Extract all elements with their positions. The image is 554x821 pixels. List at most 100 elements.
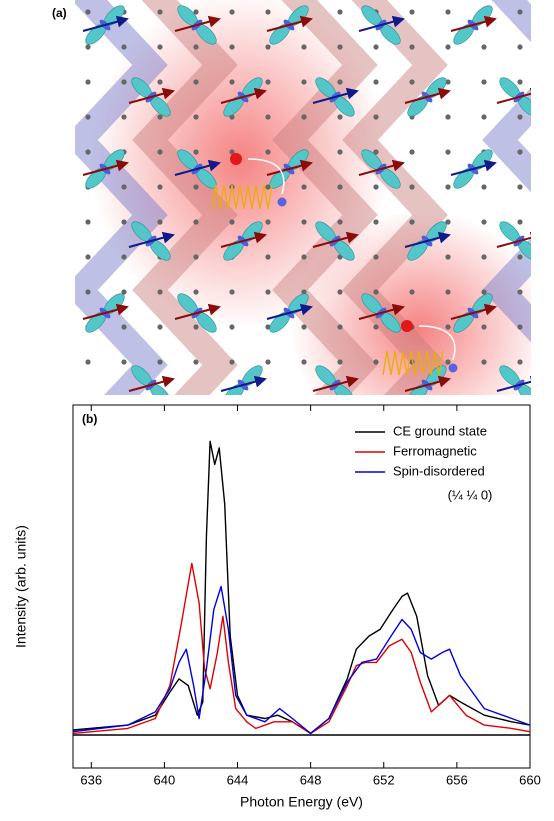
atom [517,359,523,365]
atom [409,44,415,50]
atom [481,359,487,365]
atom [157,219,163,225]
atom [517,149,523,155]
atom [445,79,451,85]
atom [445,184,451,190]
legend-label: CE ground state [393,423,487,438]
atom [193,324,199,330]
spin-arrow [450,159,497,176]
illustration [75,0,531,395]
atom [85,219,91,225]
spin-arrow [82,15,129,32]
atom [517,289,523,295]
x-tick-label: 644 [227,772,249,787]
atom [121,44,127,50]
atom [157,324,163,330]
chart: 636 640 644 648 652 656 660 CE ground state Ferr… [13,404,541,810]
atom [445,219,451,225]
atom [229,359,235,365]
atom [121,289,127,295]
zigzag-band [132,0,238,395]
series-line [72,585,531,735]
hop-arrow [247,158,285,195]
atom [481,184,487,190]
atom [337,44,343,50]
atom [265,114,271,120]
spin-arrow [174,159,221,176]
atom [229,289,235,295]
orbital [361,5,401,45]
spin-arrow [266,159,313,176]
atom [445,254,451,260]
series-line [72,440,531,735]
atom [373,184,379,190]
atom [265,289,271,295]
spin-arrow [450,303,497,320]
atom [373,254,379,260]
atom [265,184,271,190]
hole [401,320,413,332]
atom [193,79,199,85]
atom [157,44,163,50]
x-tick-label: 636 [80,772,102,787]
spin-arrow [358,303,405,320]
atom [85,254,91,260]
atom [373,79,379,85]
atom [157,359,163,365]
spin-arrow [128,87,175,104]
atom [121,79,127,85]
atom [265,219,271,225]
atom [481,324,487,330]
spin-arrow [266,15,313,32]
spin-arrow [82,159,129,176]
x-tick-label: 648 [300,772,322,787]
spin-arrow [82,303,129,320]
atom [517,9,523,15]
spin-arrow [358,15,405,32]
zigzag-band [482,0,531,395]
legend-label: Spin-disordered [393,463,485,478]
atom [157,149,163,155]
panel-label: (a) [52,6,67,20]
atom [85,289,91,295]
atom [373,114,379,120]
x-tick-label: 652 [373,772,395,787]
x-tick-label: 660 [519,772,541,787]
atom [337,324,343,330]
spin-arrow [358,159,405,176]
spin-arrow [404,87,451,104]
atom [121,359,127,365]
atom [445,359,451,365]
atom [409,9,415,15]
atom [193,219,199,225]
atom [229,219,235,225]
atom [517,44,523,50]
atom [337,219,343,225]
spin-arrow [404,231,451,248]
atom [409,149,415,155]
x-tick-label: 640 [154,772,176,787]
atom [517,114,523,120]
atom [157,79,163,85]
spin-arrow [174,15,221,32]
atom [337,149,343,155]
atom [445,149,451,155]
atom [481,114,487,120]
series-line [72,562,531,735]
atom [193,114,199,120]
illustration-body [75,0,531,395]
spin-arrow [128,231,175,248]
atom [193,9,199,15]
spin-arrow [220,231,267,248]
atom [337,114,343,120]
atom [301,44,307,50]
spin-arrow [174,303,221,320]
atom [337,79,343,85]
atom [445,114,451,120]
spin-arrow [312,87,359,104]
atom [121,219,127,225]
atom [301,184,307,190]
atom [121,254,127,260]
panel-label: (b) [82,412,97,426]
